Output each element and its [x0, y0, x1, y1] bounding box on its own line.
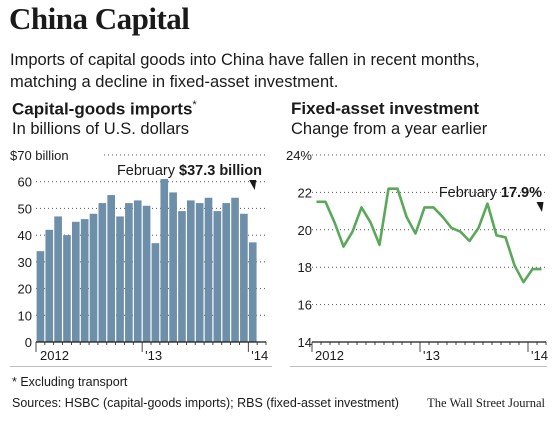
x-tick-label: '13	[423, 348, 440, 363]
bar	[125, 203, 133, 342]
bar	[116, 216, 124, 342]
series-line	[316, 187, 542, 284]
footnote-marker: *	[192, 99, 197, 111]
y-tick-label: 22	[298, 185, 312, 200]
annotation-value: 17.9%	[501, 185, 542, 201]
right-panel-bottom-rule	[290, 366, 547, 367]
y-tick-label: 16	[298, 298, 312, 313]
annotation-label: February 17.9%	[439, 185, 542, 201]
bar	[151, 243, 160, 342]
annotation-month: February	[117, 163, 179, 179]
annotation-label: February $37.3 billion	[117, 163, 262, 179]
left-panel-subtitle: In billions of U.S. dollars	[12, 120, 189, 138]
left-panel-bottom-rule	[10, 366, 272, 367]
y-tick-label: 60	[18, 175, 32, 190]
right-panel-title: Fixed-asset investment	[291, 99, 480, 118]
bar	[71, 221, 80, 342]
annotation-pointer	[249, 180, 257, 190]
y-tick-label: 0	[25, 335, 32, 350]
bar	[54, 216, 62, 342]
x-tick-label: '13	[145, 348, 162, 363]
y-tick-label: 50	[18, 201, 32, 216]
y-tick-label: 24%	[286, 148, 312, 163]
bar	[240, 213, 248, 342]
left-panel-title: Capital-goods imports*	[12, 99, 197, 119]
footnote: * Excluding transport	[12, 375, 128, 389]
annotation-month: February	[439, 185, 501, 201]
right-panel-subtitle: Change from a year earlier	[291, 120, 488, 138]
bar	[231, 197, 239, 342]
chart-title: China Capital	[9, 1, 190, 36]
bar	[107, 195, 116, 342]
bar	[178, 211, 186, 342]
x-tick-label: 2012	[40, 348, 69, 363]
bar	[36, 251, 45, 342]
credit: The Wall Street Journal	[427, 396, 545, 410]
bar	[213, 211, 222, 342]
bar	[80, 219, 89, 342]
bar	[248, 242, 257, 342]
bar	[195, 203, 204, 342]
y-tick-label: 18	[298, 260, 312, 275]
bar	[160, 179, 169, 342]
annotation-pointer	[536, 202, 544, 212]
y-tick-label: $70 billion	[10, 148, 69, 163]
bar	[89, 213, 98, 342]
bar	[222, 203, 231, 342]
x-tick-label: '14	[531, 348, 548, 363]
y-tick-label: 30	[18, 255, 32, 270]
bar	[204, 197, 213, 342]
chart-subtitle: Imports of capital goods into China have…	[10, 51, 480, 91]
y-tick-label: 20	[298, 223, 312, 238]
bar	[133, 200, 142, 342]
annotation-value: $37.3 billion	[179, 163, 262, 179]
x-tick-label: 2012	[315, 348, 344, 363]
x-tick-label: '14	[251, 348, 268, 363]
y-tick-label: 20	[18, 282, 32, 297]
bar	[98, 203, 107, 342]
bar	[142, 205, 151, 342]
bar	[169, 192, 177, 342]
y-tick-label: 10	[18, 308, 32, 323]
sources: Sources: HSBC (capital-goods imports); R…	[12, 396, 399, 410]
bar	[186, 200, 195, 342]
bar	[63, 235, 71, 342]
y-tick-label: 14	[298, 335, 312, 350]
y-tick-label: 40	[18, 228, 32, 243]
bar	[45, 229, 54, 342]
